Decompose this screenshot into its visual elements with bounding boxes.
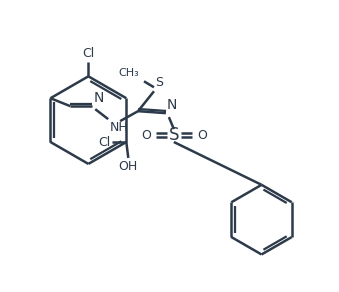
Text: N: N xyxy=(167,98,177,112)
Text: Cl: Cl xyxy=(82,47,95,60)
Text: O: O xyxy=(141,128,151,142)
Text: NH: NH xyxy=(110,121,129,134)
Text: OH: OH xyxy=(119,160,138,173)
Text: Cl: Cl xyxy=(98,135,111,149)
Text: S: S xyxy=(155,76,163,89)
Text: N: N xyxy=(93,91,104,105)
Text: CH₃: CH₃ xyxy=(118,68,139,78)
Text: O: O xyxy=(197,128,207,142)
Text: S: S xyxy=(168,126,179,144)
